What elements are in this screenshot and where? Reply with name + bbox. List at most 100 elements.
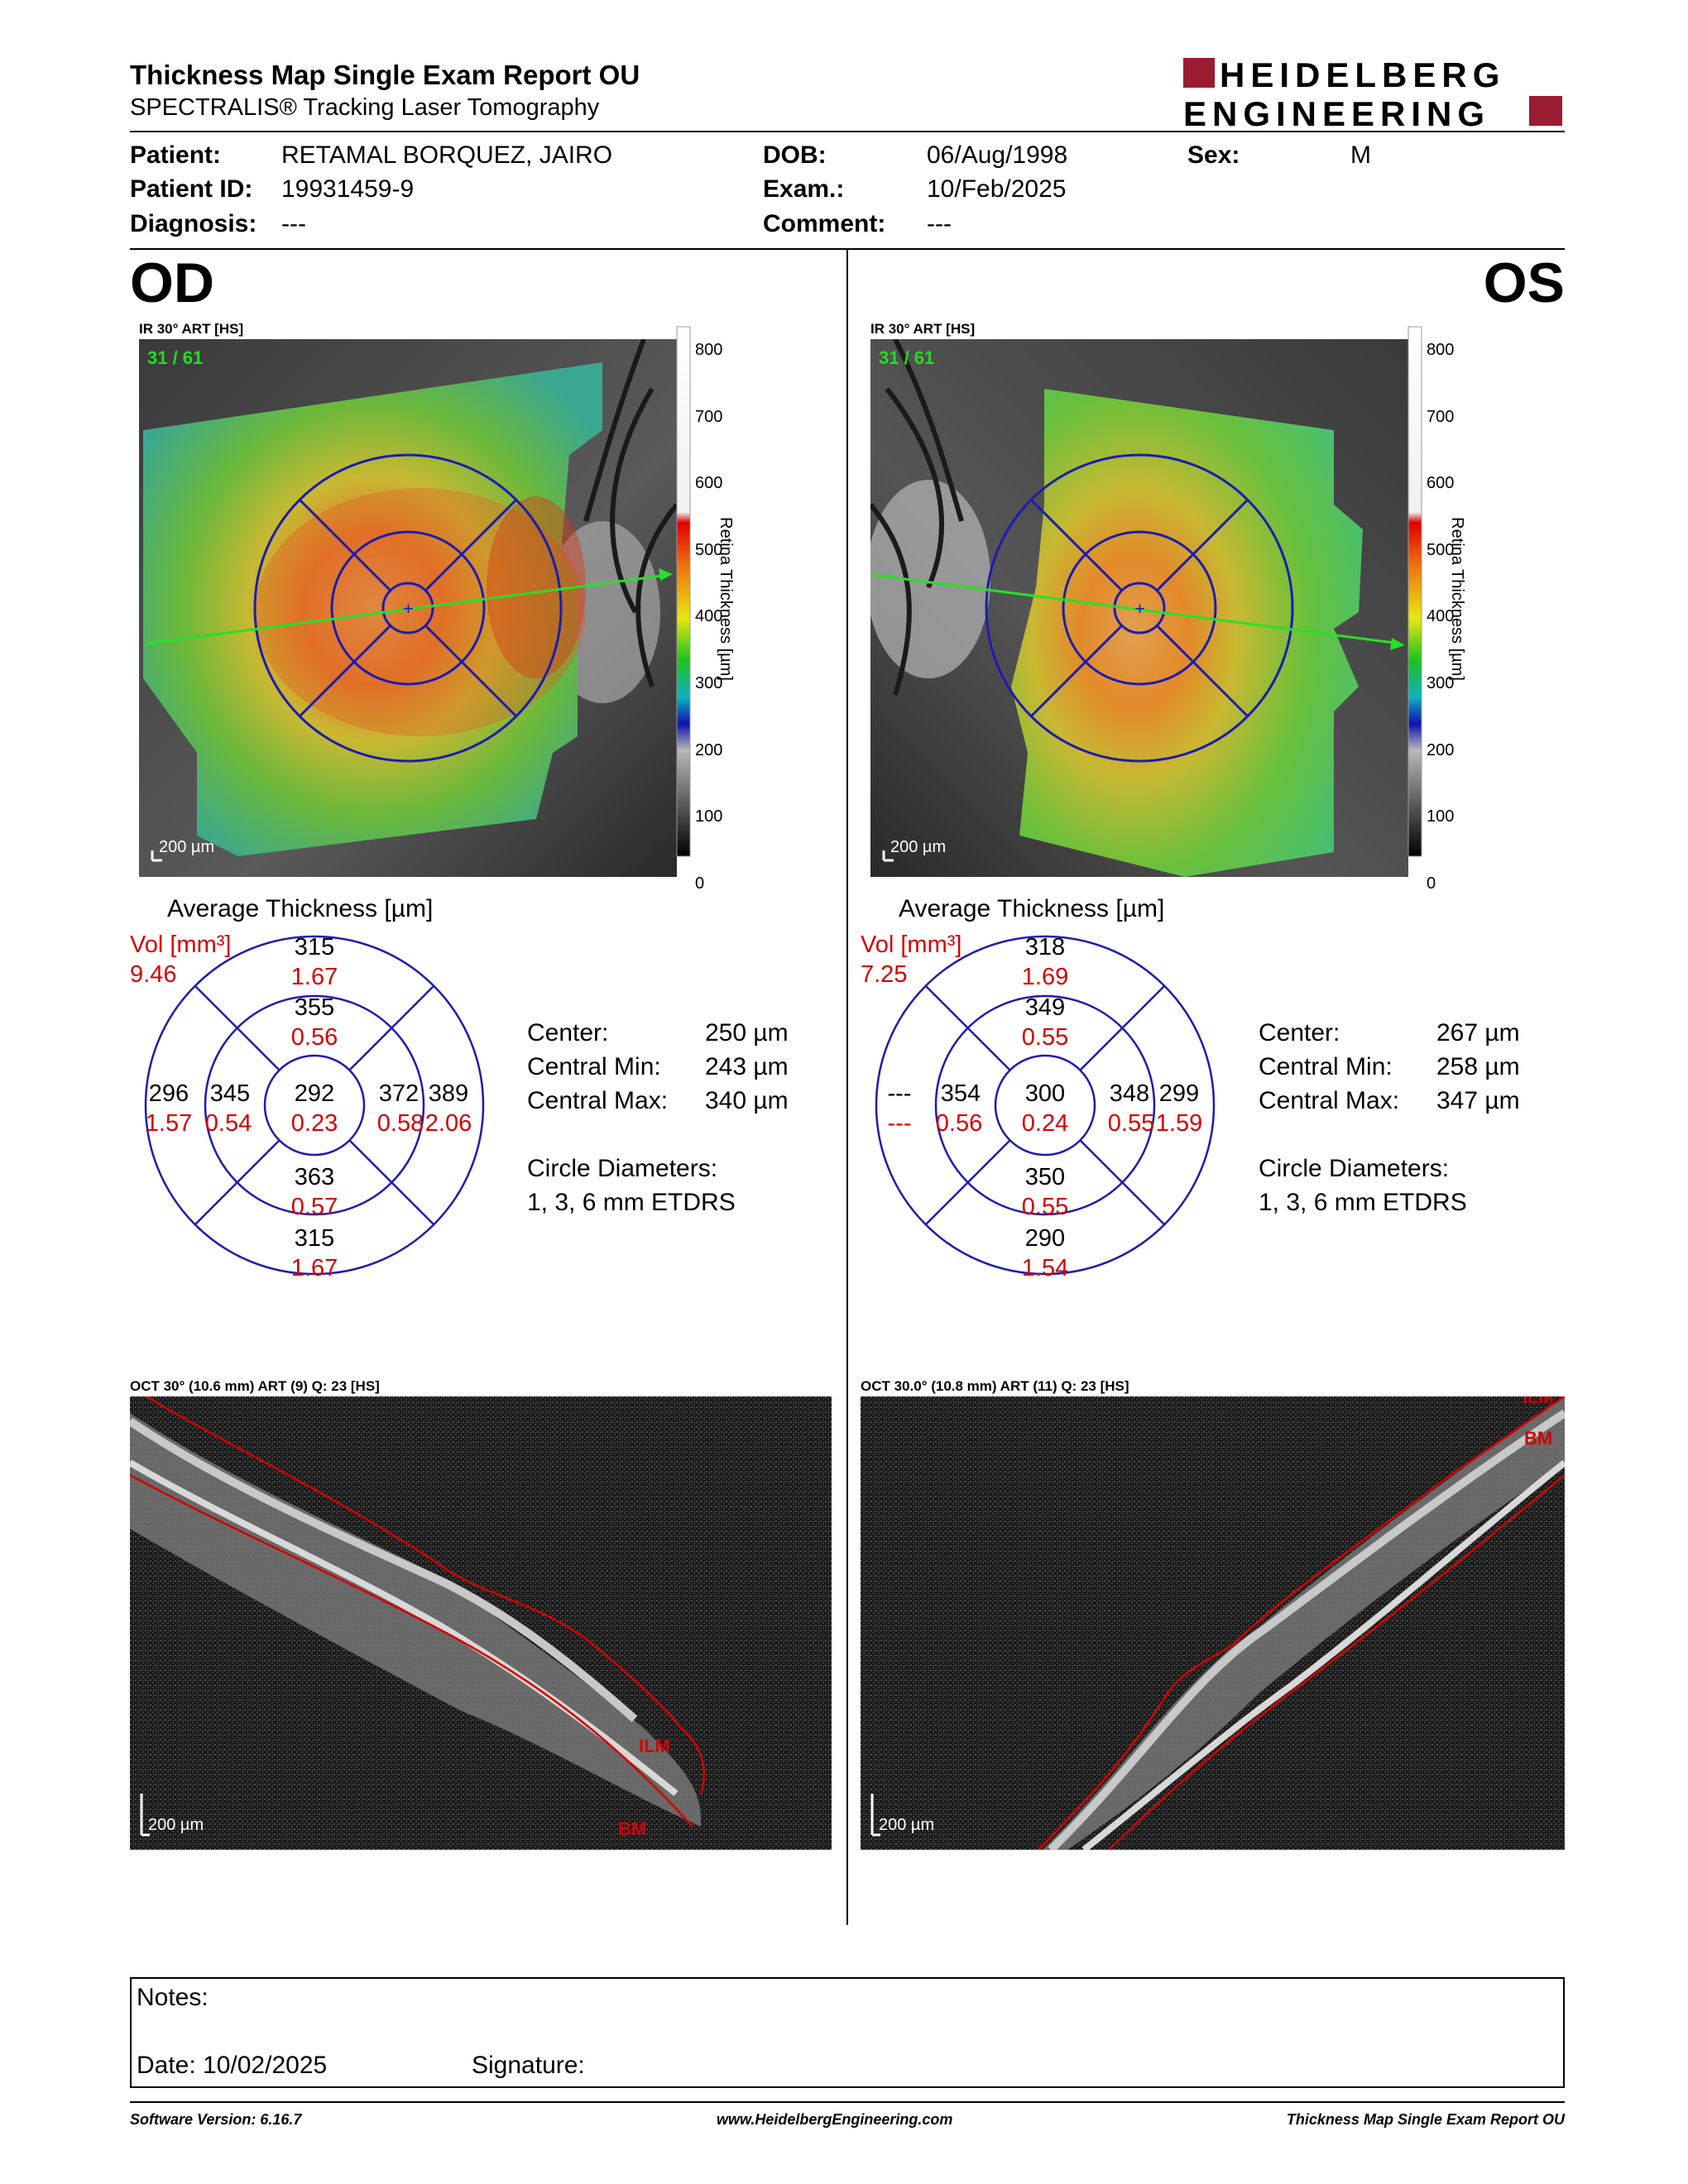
os-tick: 0 bbox=[1427, 874, 1436, 893]
os-inner-right-thickness: 348 bbox=[1110, 1080, 1149, 1107]
svg-text:HEIDELBERG: HEIDELBERG bbox=[1220, 56, 1505, 94]
info-rule bbox=[130, 248, 1565, 250]
os-vol-label: Vol [mm³] bbox=[861, 932, 962, 958]
od-outer-inf-thickness: 315 bbox=[295, 1225, 334, 1252]
os-outer-right-volume: 1.59 bbox=[1156, 1110, 1202, 1137]
svg-text:+: + bbox=[1134, 598, 1145, 619]
patient-id-label: Patient ID: bbox=[130, 175, 253, 203]
od-outer-left-thickness: 296 bbox=[149, 1080, 189, 1107]
os-inner-inf-thickness: 350 bbox=[1025, 1164, 1065, 1190]
diagnosis-label: Diagnosis: bbox=[130, 210, 257, 237]
notes-label: Notes: bbox=[137, 1984, 209, 2011]
website-link[interactable]: www.HeidelbergEngineering.com bbox=[717, 2111, 953, 2128]
od-center-thickness: 292 bbox=[295, 1080, 334, 1107]
od-avg-title: Average Thickness [µm] bbox=[167, 895, 434, 922]
os-inner-sup-volume: 0.55 bbox=[1022, 1024, 1068, 1051]
diagnosis-value: --- bbox=[281, 210, 306, 237]
os-oct-scan: ILM BM 200 µm bbox=[861, 1387, 1567, 1853]
od-inner-left-volume: 0.54 bbox=[205, 1110, 252, 1137]
sex-label: Sex: bbox=[1187, 141, 1240, 169]
od-center-value: 250 µm bbox=[705, 1019, 789, 1046]
od-scalebar: 200 µm bbox=[159, 838, 214, 856]
os-center-label: Center: bbox=[1259, 1019, 1340, 1046]
od-etdrs-grid: 315 1.67 355 0.56 292 0.23 345 0.54 372 … bbox=[141, 932, 488, 1281]
heidelberg-logo: HEIDELBERG ENGINEERING bbox=[1183, 55, 1564, 135]
header-rule bbox=[130, 131, 1565, 132]
od-scale-ticks: 800 700 600 500 400 300 200 100 0 bbox=[695, 317, 728, 893]
od-thickness-map: 31 / 61 + 200 µm bbox=[139, 338, 679, 877]
sex-value: M bbox=[1350, 141, 1371, 169]
od-inner-inf-volume: 0.57 bbox=[291, 1194, 338, 1220]
od-outer-inf-volume: 1.67 bbox=[291, 1255, 338, 1279]
os-vol-value: 7.25 bbox=[861, 961, 908, 988]
od-central-max-label: Central Max: bbox=[527, 1087, 669, 1114]
os-center-value: 267 µm bbox=[1436, 1019, 1520, 1046]
patient-name: RETAMAL BORQUEZ, JAIRO bbox=[281, 141, 613, 169]
od-outer-sup-thickness: 315 bbox=[295, 934, 334, 960]
os-outer-left-thickness: --- bbox=[888, 1080, 912, 1107]
os-outer-inf-volume: 1.54 bbox=[1022, 1255, 1068, 1279]
report-subtitle: SPECTRALIS® Tracking Laser Tomography bbox=[130, 94, 600, 121]
od-oct-scalebar: 200 µm bbox=[148, 1816, 204, 1834]
patient-label: Patient: bbox=[130, 141, 222, 169]
os-scalebar: 200 µm bbox=[890, 838, 946, 856]
od-scale-axis-label: Retina Thickness [µm] bbox=[717, 517, 735, 681]
od-counter: 31 / 61 bbox=[147, 347, 203, 368]
os-inner-left-volume: 0.56 bbox=[936, 1110, 982, 1137]
footer-rule bbox=[130, 2101, 1565, 2103]
od-inner-sup-thickness: 355 bbox=[295, 994, 334, 1021]
center-divider bbox=[846, 250, 848, 1925]
os-tick: 200 bbox=[1427, 740, 1455, 759]
os-tick: 700 bbox=[1427, 407, 1455, 426]
od-tick: 100 bbox=[695, 807, 723, 826]
od-circle-value: 1, 3, 6 mm ETDRS bbox=[527, 1189, 736, 1216]
od-outer-left-volume: 1.57 bbox=[146, 1110, 192, 1137]
od-bm-label: BM bbox=[618, 1818, 646, 1839]
os-ir-label: IR 30° ART [HS] bbox=[870, 321, 976, 337]
od-center-volume: 0.23 bbox=[291, 1110, 338, 1137]
od-oct-label: OCT 30° (10.6 mm) ART (9) Q: 23 [HS] bbox=[130, 1378, 380, 1394]
os-ilm-label: ILM bbox=[1523, 1396, 1554, 1407]
od-central-min-value: 243 µm bbox=[705, 1053, 789, 1080]
exam-value: 10/Feb/2025 bbox=[927, 175, 1067, 203]
os-center-volume: 0.24 bbox=[1022, 1110, 1068, 1137]
os-center-thickness: 300 bbox=[1025, 1080, 1065, 1107]
os-outer-inf-thickness: 290 bbox=[1025, 1225, 1065, 1252]
od-tick: 500 bbox=[695, 540, 723, 559]
report-title: Thickness Map Single Exam Report OU bbox=[130, 60, 640, 90]
od-vol-value: 9.46 bbox=[130, 961, 177, 988]
od-vol-label: Vol [mm³] bbox=[130, 932, 232, 958]
od-tick: 800 bbox=[695, 341, 723, 359]
os-stats: Center: 267 µm Central Min: 258 µm Central… bbox=[1259, 1016, 1540, 1219]
od-eye-label: OD bbox=[130, 251, 214, 314]
od-tick: 400 bbox=[695, 607, 723, 626]
notes-box: Notes: Date: 10/02/2025 Signature: bbox=[130, 1977, 1565, 2088]
os-tick: 400 bbox=[1427, 607, 1455, 626]
os-etdrs-grid: 318 1.69 349 0.55 300 0.24 354 0.56 348 … bbox=[871, 932, 1219, 1281]
comment-value: --- bbox=[927, 210, 952, 237]
os-thickness-map: 31 / 61 + 200 µm bbox=[866, 338, 1408, 877]
od-outer-sup-volume: 1.67 bbox=[291, 964, 338, 990]
od-stats: Center: 250 µm Central Min: 243 µm Central… bbox=[527, 1016, 808, 1219]
os-tick: 500 bbox=[1427, 540, 1455, 559]
od-color-scale bbox=[670, 318, 753, 881]
od-tick: 600 bbox=[695, 474, 723, 493]
od-outer-right-volume: 2.06 bbox=[425, 1110, 472, 1137]
software-version: Software Version: 6.16.7 bbox=[130, 2111, 302, 2128]
signature-label: Signature: bbox=[472, 2052, 585, 2079]
os-inner-right-volume: 0.55 bbox=[1108, 1110, 1154, 1137]
od-ilm-label: ILM bbox=[639, 1736, 670, 1756]
od-central-max-value: 340 µm bbox=[705, 1087, 789, 1114]
os-circle-label: Circle Diameters: bbox=[1259, 1155, 1450, 1182]
footer-report-name: Thickness Map Single Exam Report OU bbox=[1286, 2111, 1565, 2128]
os-tick: 300 bbox=[1427, 673, 1455, 692]
od-inner-right-thickness: 372 bbox=[379, 1080, 419, 1107]
os-tick: 100 bbox=[1427, 807, 1455, 826]
os-bm-label: BM bbox=[1524, 1428, 1552, 1449]
os-oct-scalebar: 200 µm bbox=[879, 1816, 934, 1834]
os-avg-title: Average Thickness [µm] bbox=[899, 895, 1165, 922]
od-inner-sup-volume: 0.56 bbox=[291, 1024, 338, 1051]
os-central-min-label: Central Min: bbox=[1259, 1053, 1393, 1080]
svg-text:ENGINEERING: ENGINEERING bbox=[1183, 94, 1490, 131]
os-outer-sup-thickness: 318 bbox=[1025, 934, 1065, 960]
